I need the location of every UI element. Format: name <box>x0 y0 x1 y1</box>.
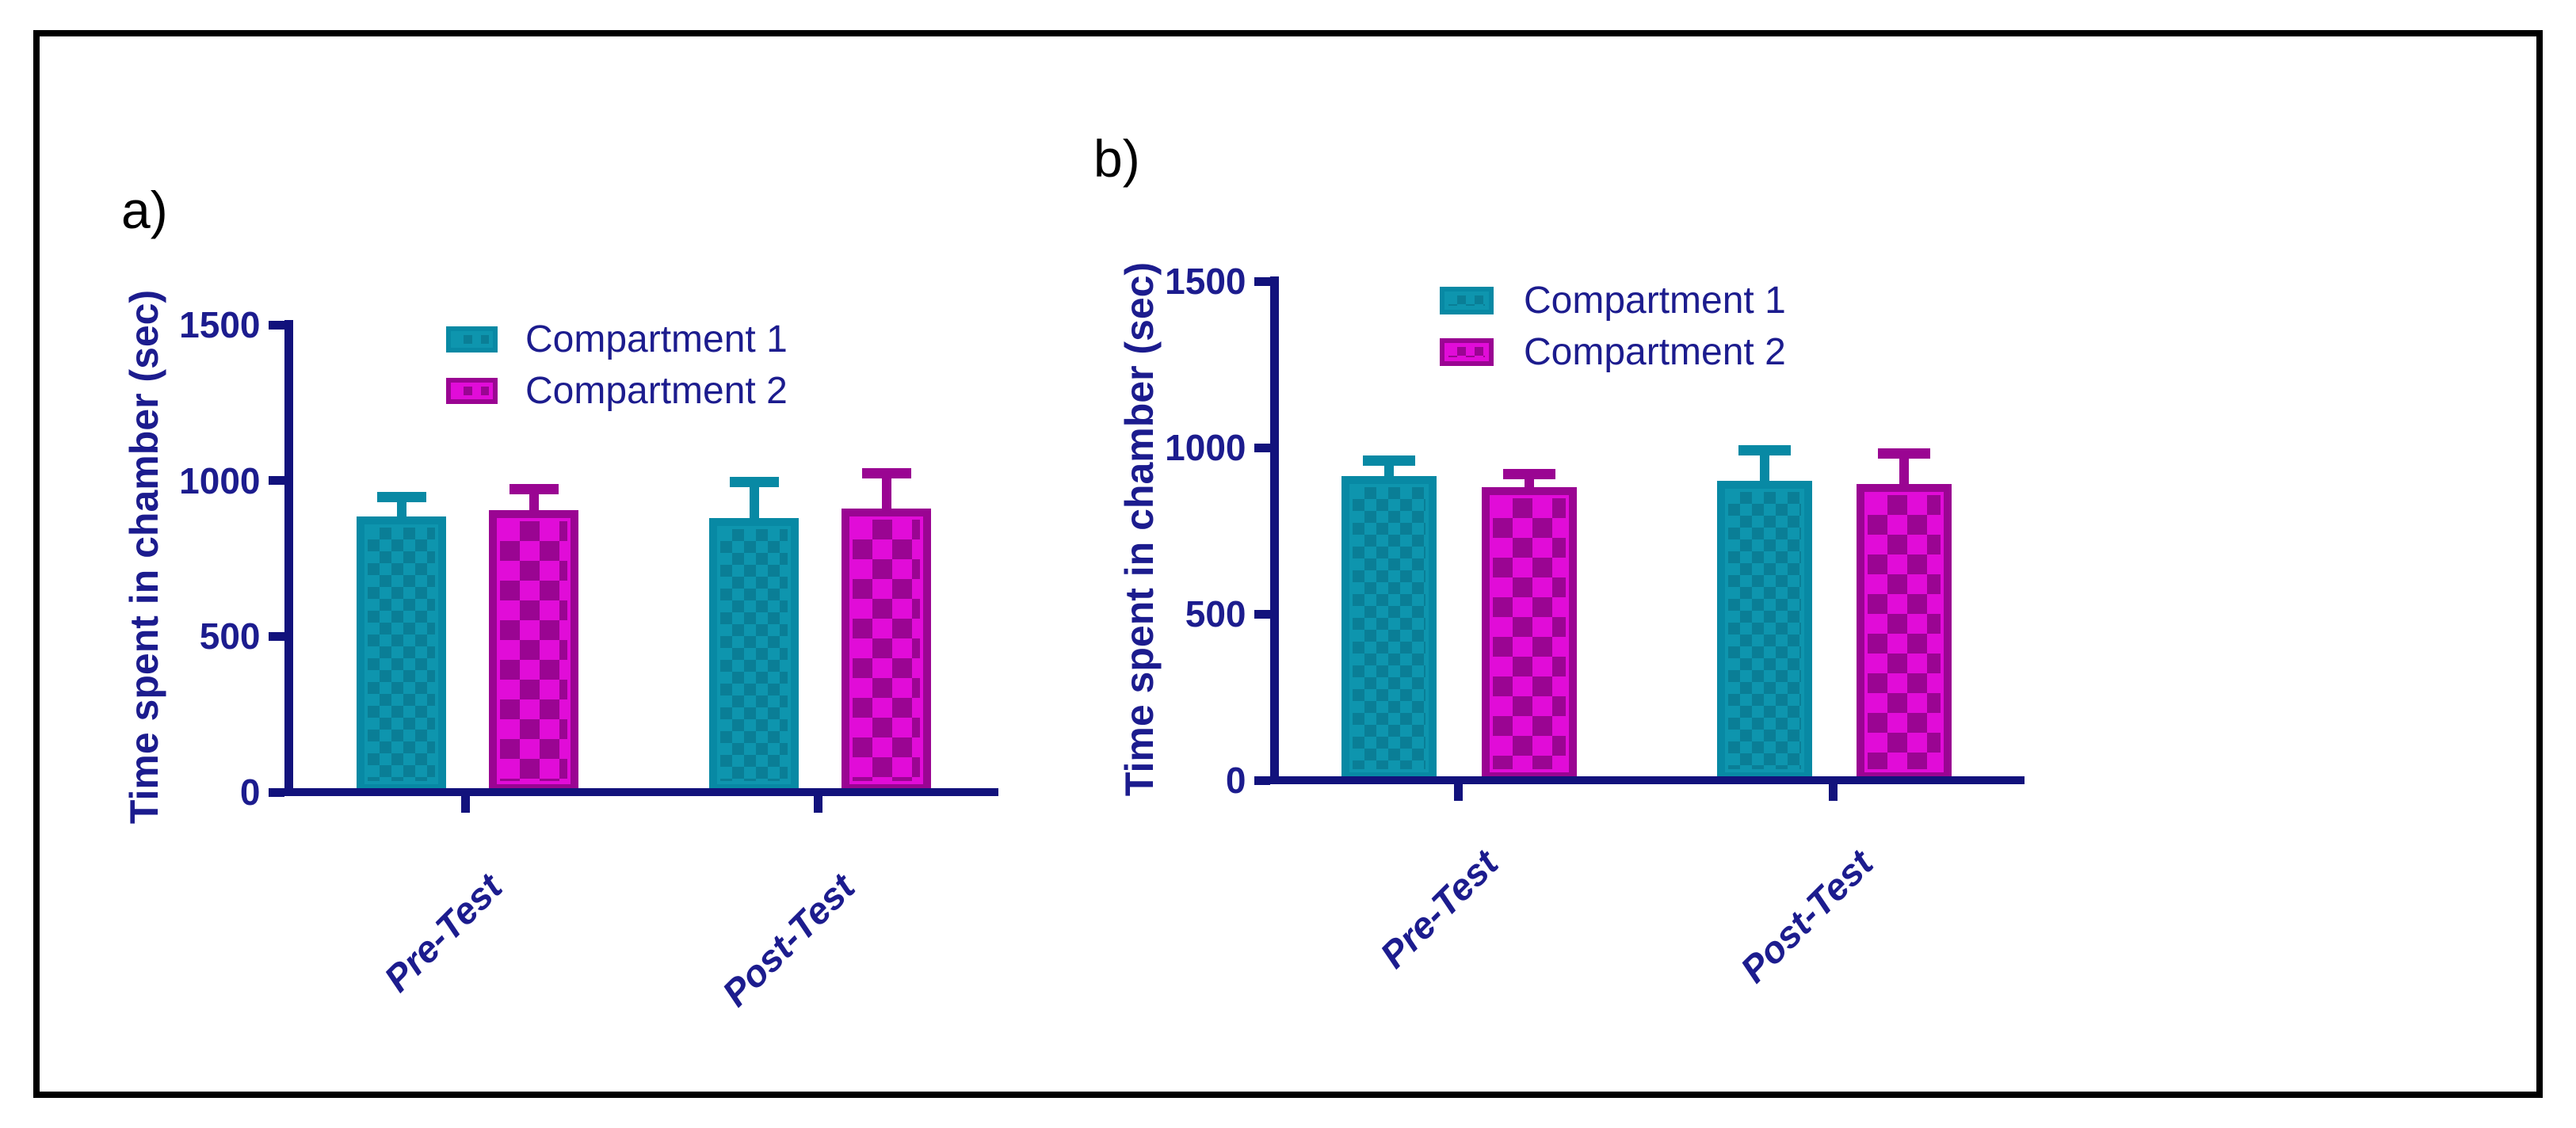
legend-label-series-2: Compartment 2 <box>525 369 788 412</box>
y-tick-mark <box>1254 776 1270 785</box>
y-tick-label: 1000 <box>1165 427 1246 468</box>
y-tick-mark <box>268 320 284 330</box>
bar-checker-pattern <box>1728 492 1801 769</box>
y-tick-mark <box>268 631 284 641</box>
bar-pre-test-series-1 <box>357 516 446 792</box>
bar-post-test-series-2 <box>1857 484 1952 780</box>
bar-checker-pattern <box>853 520 920 781</box>
x-axis-line <box>1269 776 2025 784</box>
y-tick-label: 1500 <box>1165 261 1246 302</box>
legend-swatch-series-1 <box>1440 287 1494 314</box>
error-bar-cap <box>1738 445 1791 456</box>
legend-swatch-series-2 <box>446 378 498 404</box>
y-tick-label: 500 <box>199 615 261 657</box>
legend-label-series-2: Compartment 2 <box>1524 330 1786 373</box>
bar-post-test-series-1 <box>709 517 799 792</box>
legend-swatch-pattern <box>1448 347 1485 357</box>
y-axis-title: Time spent in chamber (sec) <box>1117 261 1162 797</box>
y-tick-mark <box>268 476 284 486</box>
error-bar-cap <box>1363 455 1415 466</box>
y-tick-mark <box>1254 443 1270 452</box>
bar-checker-pattern <box>1353 486 1425 769</box>
legend-swatch-pattern <box>455 387 489 395</box>
y-axis-title: Time spent in chamber (sec) <box>122 289 166 825</box>
bar-pre-test-series-1 <box>1341 475 1437 780</box>
error-bar-cap <box>729 476 779 487</box>
bar-checker-pattern <box>1868 495 1941 769</box>
y-axis-line <box>284 320 293 796</box>
bar-post-test-series-2 <box>841 509 931 792</box>
bar-checker-pattern <box>720 528 788 781</box>
x-tick-mark <box>1828 784 1838 801</box>
bar-checker-pattern <box>368 527 435 781</box>
legend-swatch-pattern <box>455 335 489 344</box>
x-tick-mark <box>1453 784 1463 801</box>
error-bar-stem <box>881 474 891 520</box>
x-tick-mark <box>813 796 822 813</box>
legend-swatch-series-2 <box>1440 338 1494 366</box>
y-tick-label: 1500 <box>179 304 261 345</box>
y-tick-mark <box>268 787 284 797</box>
x-axis-line <box>284 788 998 796</box>
y-tick-label: 500 <box>1185 593 1246 634</box>
y-tick-label: 0 <box>239 772 261 813</box>
y-tick-mark <box>1254 276 1270 286</box>
panel-label-a: a) <box>121 181 168 239</box>
legend-swatch-pattern <box>1448 295 1485 306</box>
error-bar-cap <box>509 484 559 495</box>
error-bar-cap <box>861 468 911 478</box>
legend-label-series-1: Compartment 1 <box>1524 279 1786 322</box>
x-tick-mark <box>460 796 470 813</box>
y-tick-label: 0 <box>1225 760 1246 801</box>
error-bar-cap <box>376 492 426 503</box>
y-tick-mark <box>1254 609 1270 619</box>
bar-checker-pattern <box>1493 498 1566 769</box>
figure-border <box>33 30 2543 1098</box>
bar-checker-pattern <box>500 521 567 781</box>
legend-swatch-series-1 <box>446 326 498 352</box>
y-tick-label: 1000 <box>179 459 261 501</box>
error-bar-cap <box>1878 448 1930 459</box>
error-bar-stem <box>749 482 759 529</box>
bar-pre-test-series-2 <box>489 510 578 792</box>
error-bar-cap <box>1503 468 1555 479</box>
legend-label-series-1: Compartment 1 <box>525 318 788 360</box>
panel-label-b: b) <box>1093 129 1140 188</box>
bar-post-test-series-1 <box>1717 481 1812 780</box>
y-axis-line <box>1269 276 1279 784</box>
bar-pre-test-series-2 <box>1482 487 1577 780</box>
